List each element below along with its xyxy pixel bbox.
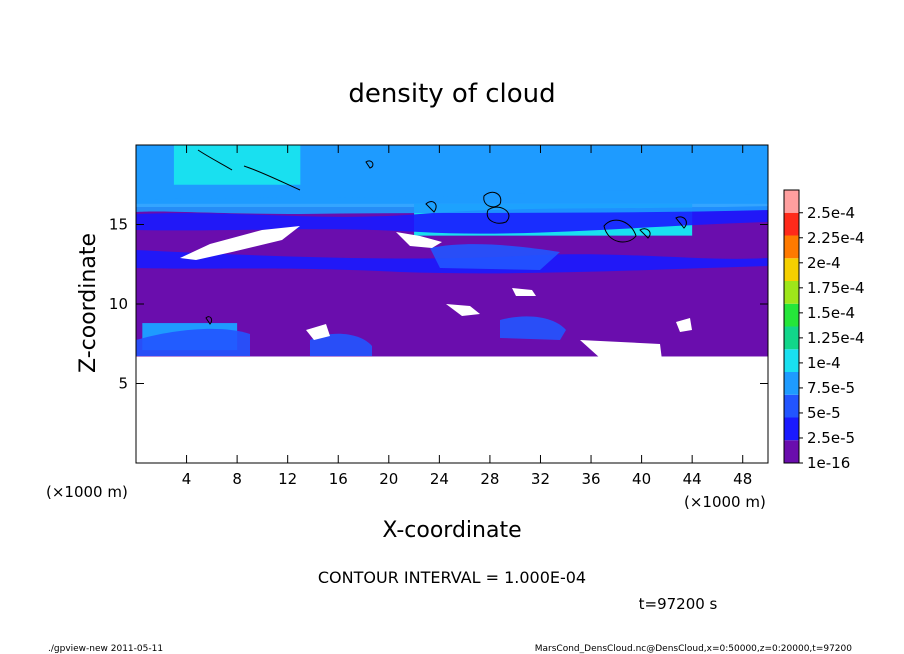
contour-line [486,206,510,224]
colorbar-label: 2.5e-4 [807,204,855,222]
x-axis: 4 8 12 16 20 24 28 32 36 40 44 48 [182,145,752,488]
contour-line [205,316,213,325]
time-label: t=97200 s [639,595,718,613]
mid-cloud [430,244,560,270]
lower-cloud-3 [500,316,566,340]
y-axis-label: Z-coordinate [76,233,101,373]
x-axis-label: X-coordinate [382,518,521,543]
clear-patch [512,288,536,296]
colorbar-label: 1.5e-4 [807,304,855,322]
x-tick-label: 32 [531,470,550,488]
x-unit-right: (×1000 m) [684,493,766,511]
colorbar-label: 1.25e-4 [807,329,865,347]
contour-line [483,191,502,208]
colorbar-swatch [784,440,799,463]
contour-line [197,149,233,171]
x-tick-label: 4 [182,470,192,488]
colorbar-swatch [784,303,799,327]
x-tick-label: 48 [733,470,752,488]
colorbar-label: 1.75e-4 [807,279,865,297]
colorbar-label: 2.25e-4 [807,229,865,247]
upper-cyan [136,190,768,214]
footer-right: MarsCond_DensCloud.nc@DensCloud,x=0:5000… [535,644,852,654]
clear-sky-patches [180,226,692,360]
contour-line [243,165,301,191]
x-tick-label: 20 [379,470,398,488]
clear-patch [180,226,300,260]
colorbar-swatch [784,349,799,372]
y-axis: 5 10 15 [109,216,768,393]
contour-line [365,160,374,169]
contour-interval: CONTOUR INTERVAL = 1.000E-04 [318,568,586,587]
colorbar-swatch [784,417,799,441]
colorbar-frame [783,189,800,464]
density-field [136,145,768,357]
contour-line [675,216,687,229]
colorbar-swatch [784,281,799,304]
colorbar: 1e-16 2.5e-5 5e-5 7.5e-5 1e-4 1.25e-4 1.5e-4 1.… [783,189,865,472]
x-tick-label: 12 [278,470,297,488]
contour-line [425,201,437,213]
colorbar-swatch [784,326,799,350]
colorbar-label: 1e-16 [807,454,850,472]
plot-area [135,144,769,464]
y-tick-label: 10 [109,295,128,313]
colorbar-swatch [784,372,799,395]
x-tick-label: 40 [632,470,651,488]
clear-patch [446,304,480,316]
colorbar-label: 5e-5 [807,404,841,422]
colorbar-swatch [784,394,799,418]
y-tick-label: 5 [118,375,128,393]
x-tick-label: 16 [329,470,348,488]
lower-cloud-2 [310,333,372,356]
contour-line [639,228,651,239]
colorbar-label: 7.5e-5 [807,379,855,397]
chart-title: density of cloud [348,79,555,109]
colorbar-label: 2e-4 [807,254,841,272]
colorbar-label: 2.5e-5 [807,429,855,447]
contour-line [603,219,637,243]
x-tick-label: 24 [430,470,449,488]
footer-left: ./gpview-new 2011-05-11 [48,644,163,654]
clear-patch [306,324,330,340]
x-tick-label: 44 [683,470,702,488]
y-tick-label: 15 [109,216,128,234]
colorbar-label: 1e-4 [807,354,841,372]
x-tick-label: 28 [480,470,499,488]
colorbar-swatch [784,212,799,236]
clear-patch [580,340,662,360]
colorbar-swatch [784,235,799,259]
clear-patch [676,318,692,332]
colorbar-swatch [784,258,799,281]
x-tick-label: 8 [232,470,242,488]
x-tick-label: 36 [581,470,600,488]
colorbar-swatch [784,190,799,213]
contour-lines [197,149,687,325]
clear-patch [396,232,442,248]
lower-cloud [136,328,250,356]
x-unit-left: (×1000 m) [46,483,128,501]
